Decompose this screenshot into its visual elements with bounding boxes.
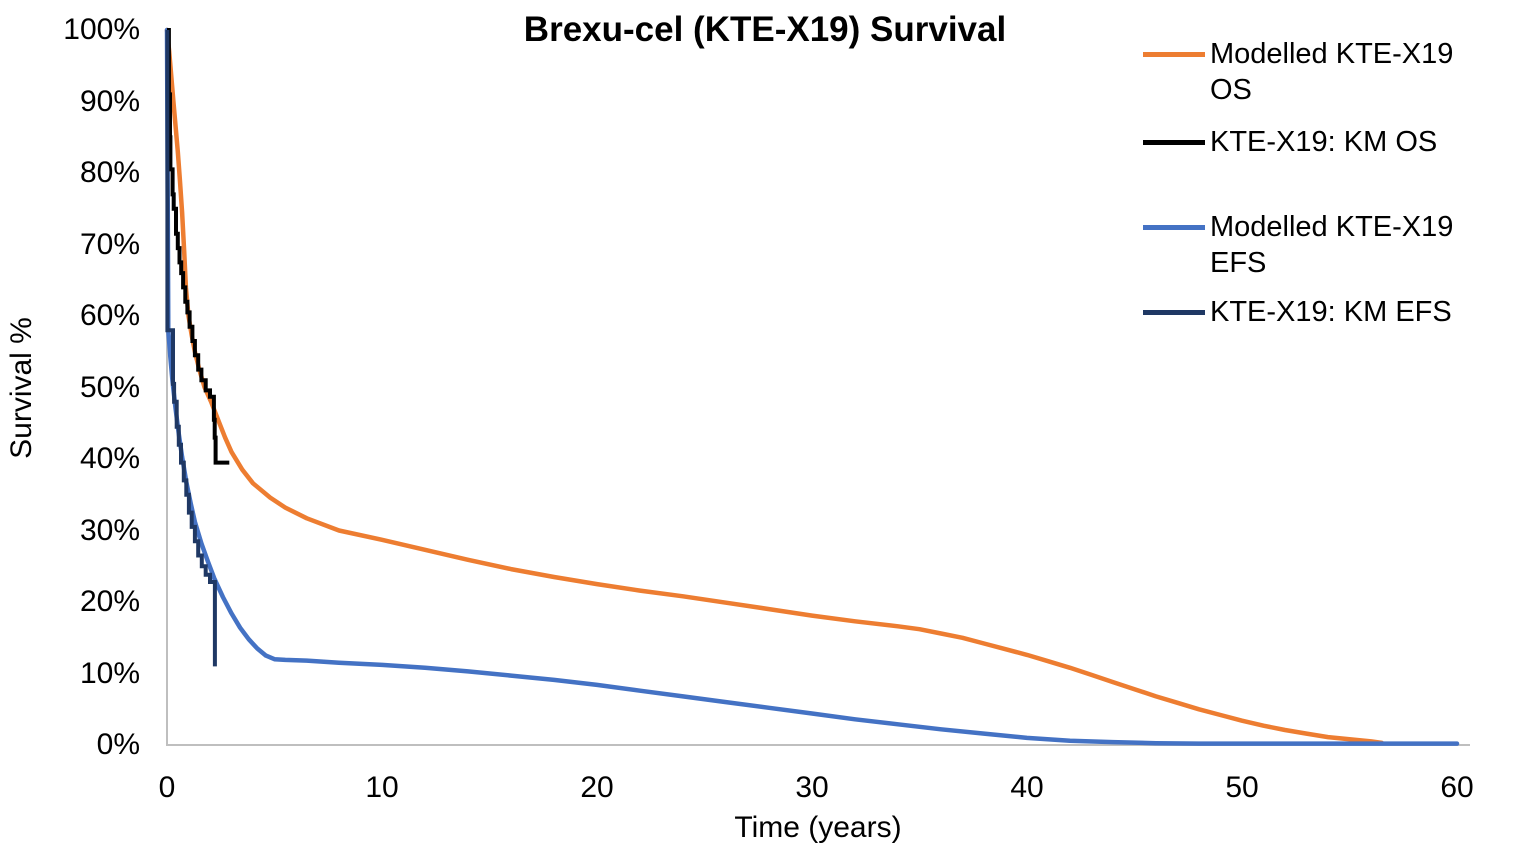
- chart-title: Brexu-cel (KTE-X19) Survival: [523, 10, 1007, 49]
- legend-label: KTE-X19: KM EFS: [1210, 294, 1452, 330]
- legend-label-line: OS: [1210, 74, 1252, 106]
- y-tick-label-50: 50%: [79, 370, 140, 404]
- legend-item-kte-x19-km-efs: KTE-X19: KM EFS: [1143, 294, 1452, 330]
- legend-label-line: KTE-X19: KM OS: [1210, 126, 1438, 158]
- x-tick-label-0: 0: [158, 771, 176, 804]
- series-line-3-kte-x19-km-efs: [165, 30, 217, 667]
- legend-swatch-icon: [1143, 310, 1205, 315]
- legend-label: Modelled KTE-X19 OS: [1210, 36, 1453, 108]
- legend-item-kte-x19-km-os: KTE-X19: KM OS: [1143, 124, 1437, 160]
- legend-swatch-icon: [1143, 140, 1205, 145]
- y-tick-label-30: 30%: [79, 513, 140, 547]
- y-tick-label-40: 40%: [79, 442, 140, 475]
- x-tick-label-50: 50: [1225, 771, 1259, 804]
- x-axis-title: Time (years): [734, 811, 902, 844]
- legend-label: Modelled KTE-X19 EFS: [1210, 209, 1453, 281]
- y-tick-label-60: 60%: [79, 299, 140, 332]
- x-tick-label-10: 10: [365, 771, 399, 804]
- y-tick-label-100: 100%: [63, 13, 140, 46]
- y-tick-label-90: 90%: [79, 84, 140, 118]
- y-tick-label-10: 10%: [79, 656, 140, 690]
- y-tick-label-70: 70%: [79, 227, 140, 261]
- y-tick-label-20: 20%: [79, 585, 140, 618]
- x-tick-label-40: 40: [1010, 771, 1044, 804]
- x-tick-label-30: 30: [795, 771, 829, 804]
- y-tick-label-0: 0%: [96, 728, 140, 761]
- legend-item-modelled-kte-x19-efs: Modelled KTE-X19 EFS: [1143, 209, 1453, 281]
- legend-label-line: Modelled KTE-X19: [1210, 38, 1454, 70]
- y-tick-label-80: 80%: [79, 156, 140, 189]
- legend-label-line: Modelled KTE-X19: [1210, 211, 1454, 243]
- legend-swatch-icon: [1143, 52, 1205, 57]
- legend-label-line: KTE-X19: KM EFS: [1210, 296, 1452, 328]
- legend-label-line: EFS: [1210, 247, 1267, 279]
- x-tick-label-60: 60: [1440, 771, 1474, 804]
- series-line-2-kte-x19-km-os: [166, 28, 230, 465]
- legend-item-modelled-kte-x19-os: Modelled KTE-X19 OS: [1143, 36, 1453, 108]
- legend-swatch-icon: [1143, 225, 1205, 230]
- x-tick-label-20: 20: [580, 771, 614, 804]
- legend-label: KTE-X19: KM OS: [1210, 124, 1437, 160]
